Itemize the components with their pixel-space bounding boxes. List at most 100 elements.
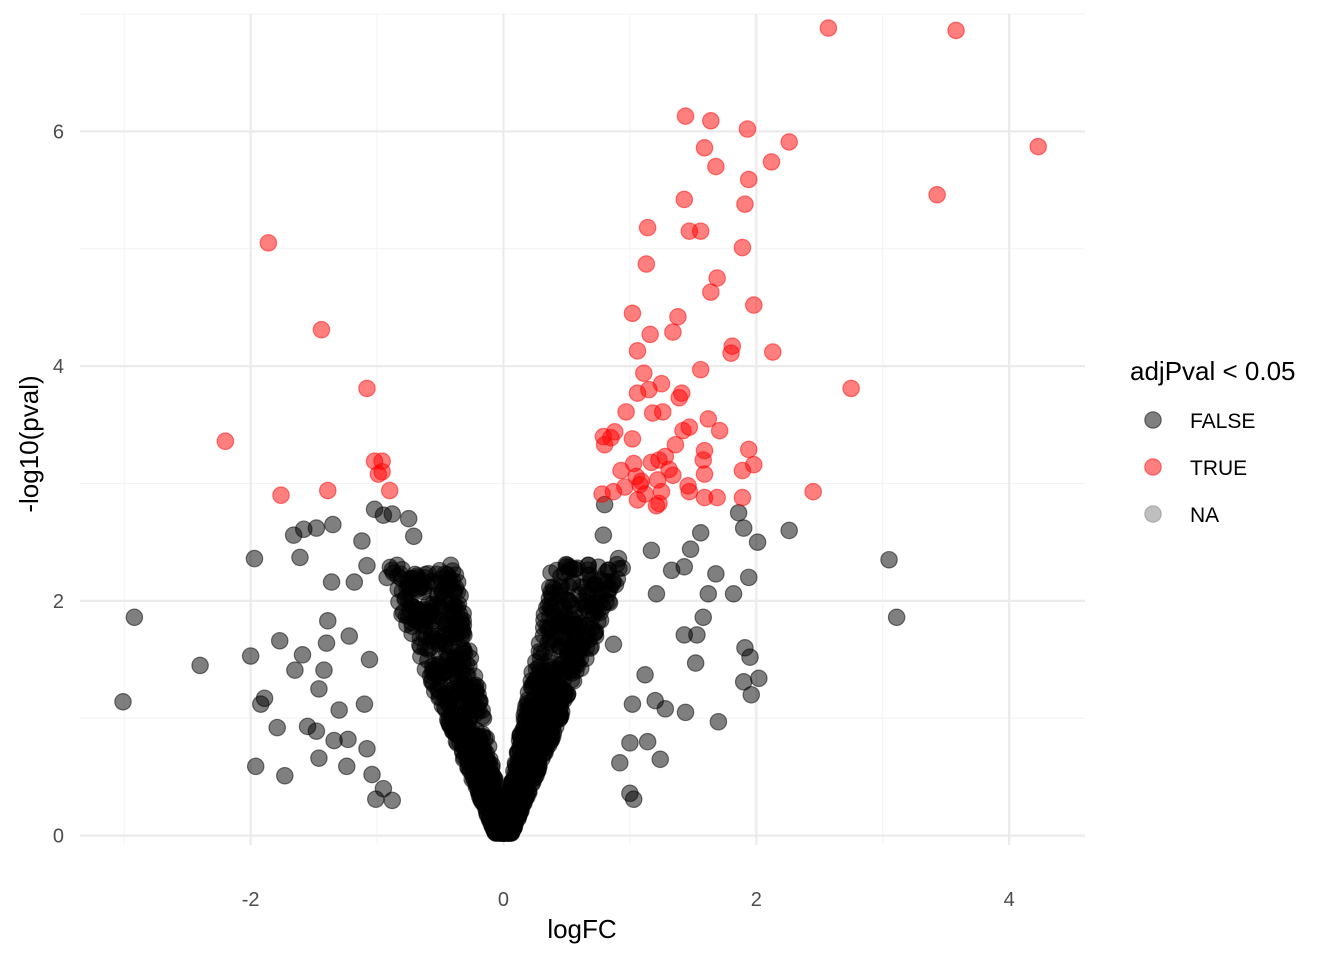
cloud-point [402, 580, 421, 598]
nonsignificant-point [662, 561, 681, 580]
nonsignificant-point [750, 669, 768, 688]
nonsignificant-point [317, 634, 336, 652]
nonsignificant-point [275, 766, 294, 785]
y-tick-label: 0 [53, 826, 64, 848]
nonsignificant-point [315, 661, 333, 679]
significant-point [670, 389, 689, 407]
significant-point [653, 403, 672, 421]
cloud-point [593, 581, 611, 599]
nonsignificant-point [741, 648, 759, 667]
legend: adjPval < 0.05 FALSE TRUE NA [1130, 356, 1296, 527]
nonsignificant-point [621, 784, 639, 803]
nonsignificant-point [686, 654, 705, 672]
significant-point [736, 195, 754, 213]
cloud-point [511, 738, 529, 756]
y-tick-label: 2 [53, 591, 64, 613]
cloud-point [461, 649, 480, 667]
legend-entries: FALSE TRUE NA [1144, 410, 1255, 527]
x-tick-label: -2 [242, 889, 260, 911]
nonsignificant-point [594, 526, 613, 544]
nonsignificant-point [691, 523, 710, 542]
nonsignificant-point [887, 608, 906, 627]
nonsignificant-point [734, 673, 753, 691]
significant-point [691, 360, 710, 379]
nonsignificant-point [191, 656, 209, 675]
nonsignificant-point [241, 647, 260, 665]
nonsignificant-point [383, 505, 402, 523]
significant-point [318, 481, 337, 500]
significant-point [635, 364, 653, 382]
cloud-point [448, 583, 467, 601]
nonsignificant-point [318, 612, 337, 630]
nonsignificant-point [707, 565, 725, 583]
cloud-point [422, 627, 441, 645]
legend-label-true: TRUE [1190, 457, 1247, 480]
nonsignificant-point [604, 635, 623, 654]
cloud-point [485, 787, 503, 806]
significant-point [617, 403, 635, 421]
significant-point [707, 157, 725, 176]
nonsignificant-point [307, 519, 326, 537]
cloud-point [523, 663, 541, 681]
significant-point [710, 421, 729, 440]
nonsignificant-point [114, 693, 132, 711]
nonsignificant-point [742, 685, 761, 704]
cloud-point [463, 739, 481, 757]
significant-point [637, 255, 656, 273]
y-axis-title: -log10(pval) [14, 375, 44, 512]
cloud-point [458, 667, 476, 685]
significant-point [780, 133, 798, 151]
significant-point [666, 435, 685, 454]
nonsignificant-point [251, 695, 270, 713]
nonsignificant-point [399, 509, 418, 528]
nonsignificant-point [609, 549, 628, 568]
legend-key-true [1144, 458, 1162, 476]
significant-point [695, 465, 714, 483]
nonsignificant-point [363, 765, 381, 784]
y-tick-label: 4 [53, 356, 64, 378]
significant-point [638, 218, 657, 237]
legend-label-false: FALSE [1190, 410, 1255, 433]
nonsignificant-point [638, 732, 657, 751]
significant-point [380, 481, 399, 500]
nonsignificant-point [880, 550, 898, 569]
nonsignificant-point [246, 757, 265, 776]
significant-point [676, 107, 695, 125]
cloud-point [566, 560, 584, 578]
nonsignificant-point [286, 661, 304, 679]
cloud-point [446, 721, 464, 740]
significant-point [259, 234, 278, 252]
cloud-point [541, 628, 560, 647]
significant-point [699, 410, 718, 428]
significant-point [1029, 137, 1048, 156]
significant-point [369, 465, 388, 483]
significant-point [612, 461, 630, 480]
significant-point [733, 488, 752, 507]
nonsignificant-point [345, 573, 364, 591]
nonsignificant-point [610, 754, 629, 772]
nonsignificant-point [291, 548, 309, 567]
cloud-point [420, 611, 438, 629]
nonsignificant-point [647, 585, 666, 603]
cloud-point [502, 819, 520, 837]
significant-point [702, 112, 720, 130]
cloud-point [507, 796, 525, 815]
data-points [114, 19, 1048, 810]
significant-point [763, 343, 782, 361]
significant-point [358, 379, 376, 398]
significant-point [695, 139, 714, 157]
nonsignificant-point [310, 749, 328, 767]
legend-key-na [1144, 505, 1162, 523]
nonsignificant-point [355, 695, 374, 713]
nonsignificant-point [358, 556, 376, 575]
cloud-point [477, 771, 495, 789]
significant-point [647, 496, 666, 515]
cloud-point [541, 607, 559, 625]
significant-point [641, 325, 659, 344]
nonsignificant-point [383, 791, 402, 810]
cloud-point [453, 629, 471, 647]
significant-point [762, 153, 781, 171]
cloud-point [554, 689, 572, 707]
significant-point [628, 342, 647, 360]
significant-point [680, 418, 699, 436]
